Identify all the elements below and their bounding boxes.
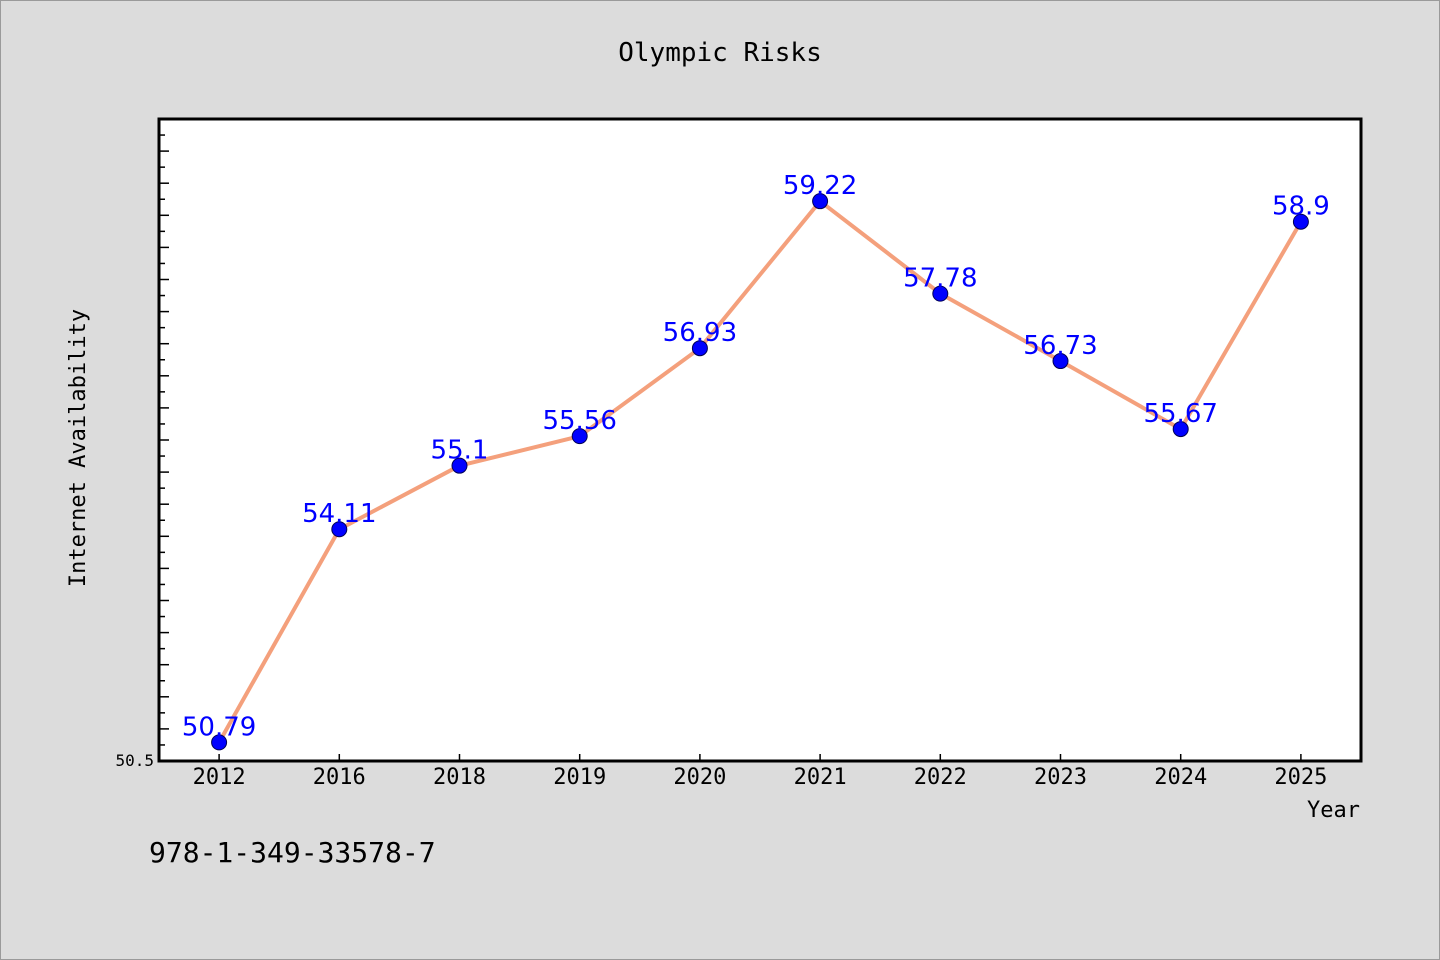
y-axis-tick-labels: 50.5 xyxy=(115,751,154,770)
series-markers xyxy=(211,193,1309,751)
data-label: 55.67 xyxy=(1143,399,1217,429)
data-point xyxy=(571,428,588,445)
x-tick-label: 2018 xyxy=(433,765,486,790)
data-label: 56.73 xyxy=(1023,331,1097,361)
x-axis-label: Year xyxy=(1307,798,1360,823)
data-label: 59.22 xyxy=(783,171,857,201)
x-tick-label: 2023 xyxy=(1034,765,1087,790)
y-axis-label: Internet Availability xyxy=(66,309,91,587)
data-label: 56.93 xyxy=(663,318,737,348)
data-label: 57.78 xyxy=(903,264,977,294)
data-point xyxy=(1172,421,1189,438)
y-tick-label: 50.5 xyxy=(115,751,154,770)
chart-title: Olympic Risks xyxy=(618,38,822,68)
data-label: 54.11 xyxy=(302,499,376,529)
data-point xyxy=(451,457,468,474)
data-point xyxy=(932,285,949,302)
x-tick-label: 2022 xyxy=(914,765,967,790)
isbn-footer: 978-1-349-33578-7 xyxy=(149,836,436,869)
data-point xyxy=(812,193,829,210)
data-label: 55.1 xyxy=(431,436,489,466)
x-tick-label: 2020 xyxy=(673,765,726,790)
plot-area xyxy=(159,119,1361,761)
data-point xyxy=(1292,213,1309,230)
x-tick-label: 2012 xyxy=(193,765,246,790)
data-point xyxy=(211,734,228,751)
data-label: 55.56 xyxy=(542,406,616,436)
x-tick-label: 2024 xyxy=(1154,765,1207,790)
data-point xyxy=(1052,353,1069,370)
series-line xyxy=(217,199,1303,745)
data-label: 58.9 xyxy=(1272,192,1330,222)
data-labels: 50.79 54.11 55.1 55.56 56.93 59.22 57.78 56.73 5… xyxy=(182,171,1330,742)
y-axis-ticks xyxy=(159,118,169,746)
x-tick-label: 2016 xyxy=(313,765,366,790)
x-tick-label: 2021 xyxy=(794,765,847,790)
data-point xyxy=(691,340,708,357)
x-tick-label: 2025 xyxy=(1274,765,1327,790)
x-axis-tick-labels: 2012 2016 2018 2019 2020 2021 2022 2023 2024 2025 xyxy=(193,765,1328,790)
data-label: 50.79 xyxy=(182,712,256,742)
plot-border xyxy=(157,117,1363,763)
data-point xyxy=(331,521,348,538)
x-tick-label: 2019 xyxy=(553,765,606,790)
